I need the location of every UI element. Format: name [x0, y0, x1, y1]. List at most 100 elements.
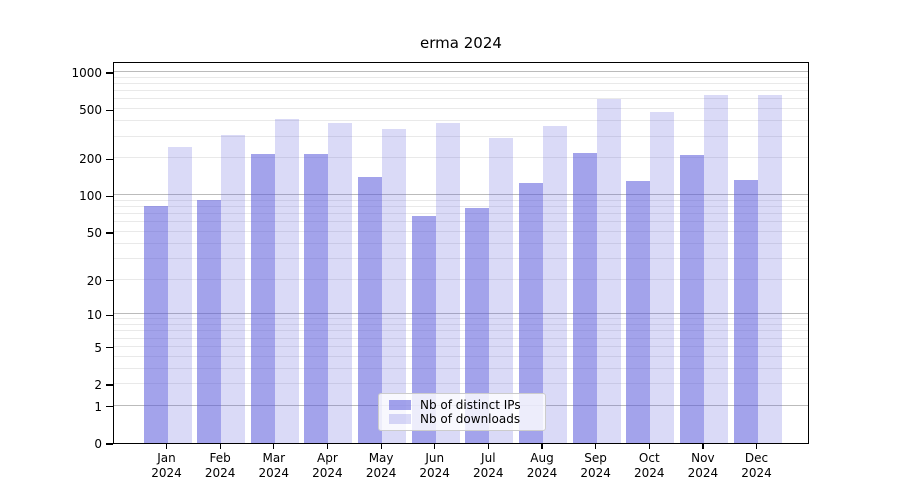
- gridline-minor: [114, 120, 808, 122]
- x-tick: [219, 444, 221, 449]
- bar-distinct-ips-mar: [250, 154, 275, 443]
- y-tick-label: 500: [79, 103, 102, 118]
- y-tick-label: 200: [79, 152, 102, 167]
- gridline-minor: [114, 242, 808, 244]
- x-tick-label: Sep 2024: [580, 451, 611, 480]
- y-tick: [106, 195, 113, 197]
- x-tick-label: Nov 2024: [687, 451, 719, 480]
- x-tick-label: Jan 2024: [151, 451, 182, 480]
- x-tick: [595, 444, 597, 449]
- x-tick: [273, 444, 275, 449]
- y-tick: [106, 347, 113, 349]
- gridline-minor: [114, 213, 808, 215]
- gridline-minor: [114, 230, 808, 232]
- gridline-major: [114, 313, 808, 315]
- x-tick: [541, 444, 543, 449]
- gridline-minor: [114, 330, 808, 332]
- legend-label-downloads: Nb of downloads: [420, 412, 521, 426]
- legend-item-downloads: Nb of downloads: [389, 412, 537, 426]
- x-tick: [434, 444, 436, 449]
- x-tick: [487, 444, 489, 449]
- x-tick-label: Aug 2024: [526, 451, 558, 480]
- bar-distinct-ips-dec: [733, 179, 758, 443]
- legend-label-distinct-ips: Nb of distinct IPs: [420, 398, 521, 412]
- bar-downloads-may: [382, 128, 407, 443]
- bar-downloads-dec: [757, 95, 782, 443]
- y-tick-label: 50: [86, 225, 102, 240]
- bar-downloads-jan: [167, 147, 192, 443]
- y-tick: [106, 384, 113, 386]
- gridline-minor: [114, 83, 808, 84]
- y-tick-label: 2: [94, 378, 102, 392]
- gridline-major: [114, 71, 808, 72]
- y-tick-label: 20: [86, 273, 102, 288]
- y-tick: [106, 443, 113, 445]
- y-tick: [106, 109, 113, 111]
- gridline-minor: [114, 355, 808, 357]
- y-tick-label: 10: [86, 308, 102, 323]
- gridline-minor: [114, 345, 808, 347]
- legend-swatch-distinct-ips: [389, 400, 411, 410]
- bar-downloads-nov: [703, 95, 728, 443]
- x-tick-label: Feb 2024: [204, 451, 236, 480]
- gridline-minor: [114, 135, 808, 137]
- gridline-major: [114, 194, 808, 196]
- y-tick-label: 5: [94, 340, 102, 355]
- gridline-minor: [114, 367, 808, 369]
- chart-title: erma 2024: [420, 34, 502, 52]
- y-tick: [106, 279, 113, 282]
- x-tick: [648, 444, 650, 449]
- gridline-minor: [114, 324, 808, 325]
- gridline-minor: [114, 157, 808, 159]
- bar-downloads-oct: [650, 111, 675, 443]
- gridline-minor: [114, 221, 808, 223]
- x-tick-label: Jun 2024: [419, 451, 450, 480]
- gridline-minor: [114, 337, 808, 339]
- gridline-minor: [114, 206, 808, 207]
- gridline-minor: [114, 383, 808, 384]
- y-tick-label: 1: [94, 399, 102, 414]
- gridline-minor: [114, 278, 808, 280]
- plot-area: [113, 62, 809, 444]
- gridline-minor: [114, 76, 808, 78]
- x-tick: [380, 444, 382, 449]
- bar-distinct-ips-jan: [143, 205, 168, 443]
- y-tick-label: 100: [79, 189, 102, 204]
- bar-distinct-ips-apr: [304, 154, 329, 443]
- bar-distinct-ips-sep: [572, 152, 597, 443]
- gridline-minor: [114, 257, 808, 259]
- bar-downloads-aug: [543, 125, 567, 443]
- x-tick-label: Dec 2024: [741, 451, 772, 480]
- x-tick: [326, 444, 329, 449]
- bar-distinct-ips-feb: [197, 199, 222, 443]
- legend-swatch-downloads: [389, 414, 411, 424]
- gridline-minor: [114, 108, 808, 110]
- bar-distinct-ips-nov: [679, 154, 704, 443]
- gridline-minor: [114, 98, 808, 100]
- y-tick: [106, 314, 113, 316]
- bar-downloads-sep: [596, 98, 621, 443]
- y-tick: [106, 406, 113, 408]
- legend-item-distinct-ips: Nb of distinct IPs: [389, 398, 537, 412]
- y-tick-label: 0: [94, 437, 102, 451]
- x-tick-label: Jul 2024: [473, 451, 504, 480]
- y-tick: [106, 72, 113, 74]
- legend: Nb of distinct IPs Nb of downloads: [378, 393, 546, 431]
- gridline-minor: [114, 199, 808, 201]
- x-tick-label: May 2024: [365, 451, 397, 480]
- bar-downloads-feb: [221, 135, 246, 443]
- gridline-minor: [114, 318, 808, 320]
- x-tick-label: Mar 2024: [258, 451, 290, 480]
- y-tick: [106, 158, 113, 160]
- gridline-minor: [114, 90, 808, 92]
- bar-downloads-mar: [274, 118, 299, 443]
- bar-downloads-jun: [435, 122, 460, 443]
- x-tick-label: Oct 2024: [634, 451, 665, 480]
- x-tick-label: Apr 2024: [312, 451, 343, 480]
- x-tick: [702, 444, 704, 449]
- y-tick-label: 1000: [71, 66, 102, 80]
- bar-downloads-apr: [328, 123, 353, 443]
- x-tick: [165, 444, 168, 449]
- bar-distinct-ips-oct: [626, 181, 651, 443]
